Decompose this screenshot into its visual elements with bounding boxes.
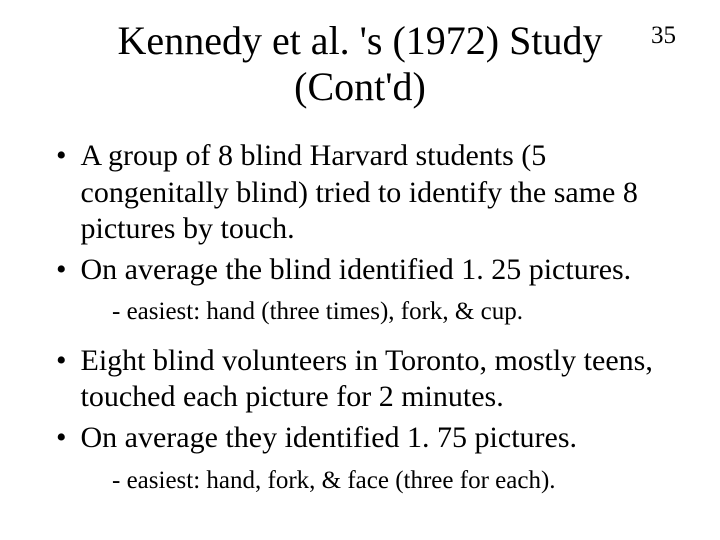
- slide-content: • A group of 8 blind Harvard students (5…: [40, 138, 680, 497]
- slide-title: Kennedy et al. 's (1972) Study (Cont'd): [100, 18, 620, 110]
- sub-bullet-text: - easiest: hand, fork, & face (three for…: [112, 465, 660, 498]
- bullet-text: On average they identified 1. 75 picture…: [81, 420, 660, 457]
- bullet-item: • On average they identified 1. 75 pictu…: [50, 420, 660, 457]
- slide: 35 Kennedy et al. 's (1972) Study (Cont'…: [0, 0, 720, 540]
- bullet-item: • On average the blind identified 1. 25 …: [50, 252, 660, 289]
- bullet-dot-icon: •: [56, 343, 67, 379]
- bullet-text: On average the blind identified 1. 25 pi…: [81, 252, 660, 289]
- bullet-text: Eight blind volunteers in Toronto, mostl…: [81, 343, 660, 416]
- page-number: 35: [651, 22, 676, 50]
- bullet-dot-icon: •: [56, 420, 67, 456]
- sub-bullet-text: - easiest: hand (three times), fork, & c…: [112, 296, 660, 329]
- bullet-item: • A group of 8 blind Harvard students (5…: [50, 138, 660, 248]
- bullet-dot-icon: •: [56, 138, 67, 174]
- bullet-dot-icon: •: [56, 252, 67, 288]
- bullet-text: A group of 8 blind Harvard students (5 c…: [81, 138, 660, 248]
- bullet-item: • Eight blind volunteers in Toronto, mos…: [50, 343, 660, 416]
